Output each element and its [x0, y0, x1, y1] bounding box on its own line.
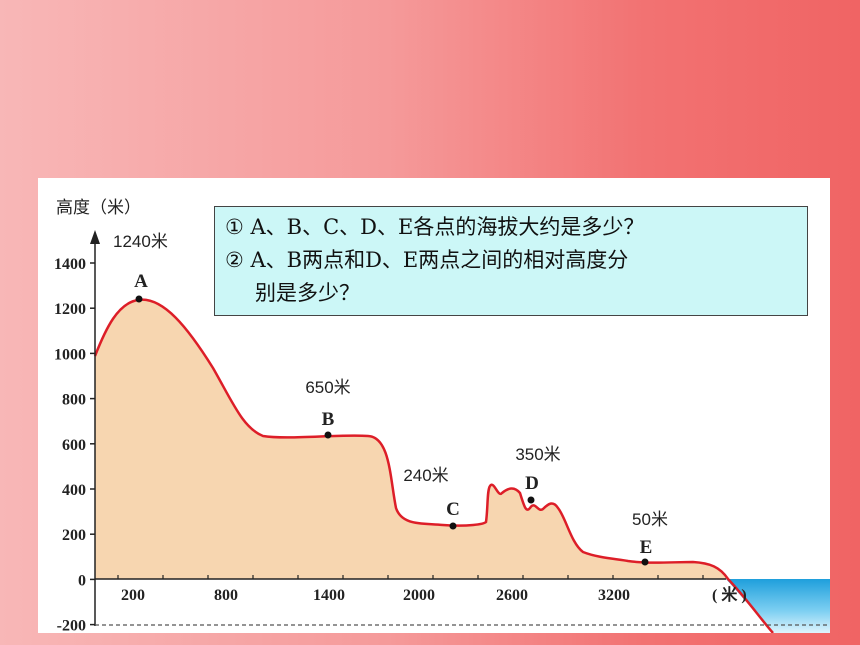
y-tick-label: 200 — [62, 527, 86, 544]
point-d-dot — [527, 496, 535, 504]
point-c-dot — [449, 522, 457, 530]
point-b-dot — [324, 431, 332, 439]
diagram-panel: 1400 1200 1000 800 600 400 200 0 -200 200 800 1400… — [38, 178, 830, 633]
terrain-fill — [95, 299, 728, 579]
x-unit-label: ( 米 ) — [712, 585, 747, 604]
x-tick-label: 800 — [214, 587, 238, 604]
y-axis-title: 高度（米） — [56, 198, 141, 218]
point-a-label: A — [134, 271, 148, 292]
point-e-height: 50米 — [632, 510, 668, 529]
y-tick-label: 1400 — [54, 256, 86, 273]
sea-area — [726, 579, 830, 633]
point-d-label: D — [525, 473, 539, 494]
point-a-dot — [135, 295, 143, 303]
point-e-label: E — [640, 537, 653, 558]
x-tick-label: 2000 — [403, 587, 435, 604]
y-tick-label: 1000 — [54, 346, 86, 363]
x-tick-label: 200 — [121, 587, 145, 604]
y-tick-label: 600 — [62, 437, 86, 454]
point-c-height: 240米 — [403, 466, 448, 485]
question-2-line-1: ② A、B两点和D、E两点之间的相对高度分 — [225, 248, 629, 272]
point-a-height: 1240米 — [113, 232, 168, 251]
y-tick-label: 800 — [62, 392, 86, 409]
x-tick-label: 3200 — [598, 587, 630, 604]
x-tick-label: 2600 — [496, 587, 528, 604]
x-tick-label: 1400 — [313, 587, 345, 604]
y-axis-arrow — [90, 230, 100, 244]
y-tick-label: 400 — [62, 482, 86, 499]
point-d-height: 350米 — [515, 445, 560, 464]
question-box: ① A、B、C、D、E各点的海拔大约是多少？ ② A、B两点和D、E两点之间的相… — [214, 206, 808, 316]
y-tick-label: 1200 — [54, 301, 86, 318]
terrain-points: A 1240米 B 650米 C 240米 D 350米 E 50米 — [113, 232, 668, 566]
y-tick-label: -200 — [57, 618, 86, 633]
point-e-dot — [641, 558, 649, 566]
point-b-label: B — [322, 409, 335, 430]
question-2-line-2: 别是多少？ — [255, 281, 360, 305]
y-ticks: 1400 1200 1000 800 600 400 200 0 -200 — [54, 256, 95, 633]
point-b-height: 650米 — [305, 378, 350, 397]
y-tick-label: 0 — [78, 572, 86, 589]
terrain-line — [93, 298, 774, 633]
point-c-label: C — [446, 499, 460, 520]
x-ticks: 200 800 1400 2000 2600 3200 — [117, 575, 704, 604]
question-1: ① A、B、C、D、E各点的海拔大约是多少？ — [225, 215, 645, 239]
